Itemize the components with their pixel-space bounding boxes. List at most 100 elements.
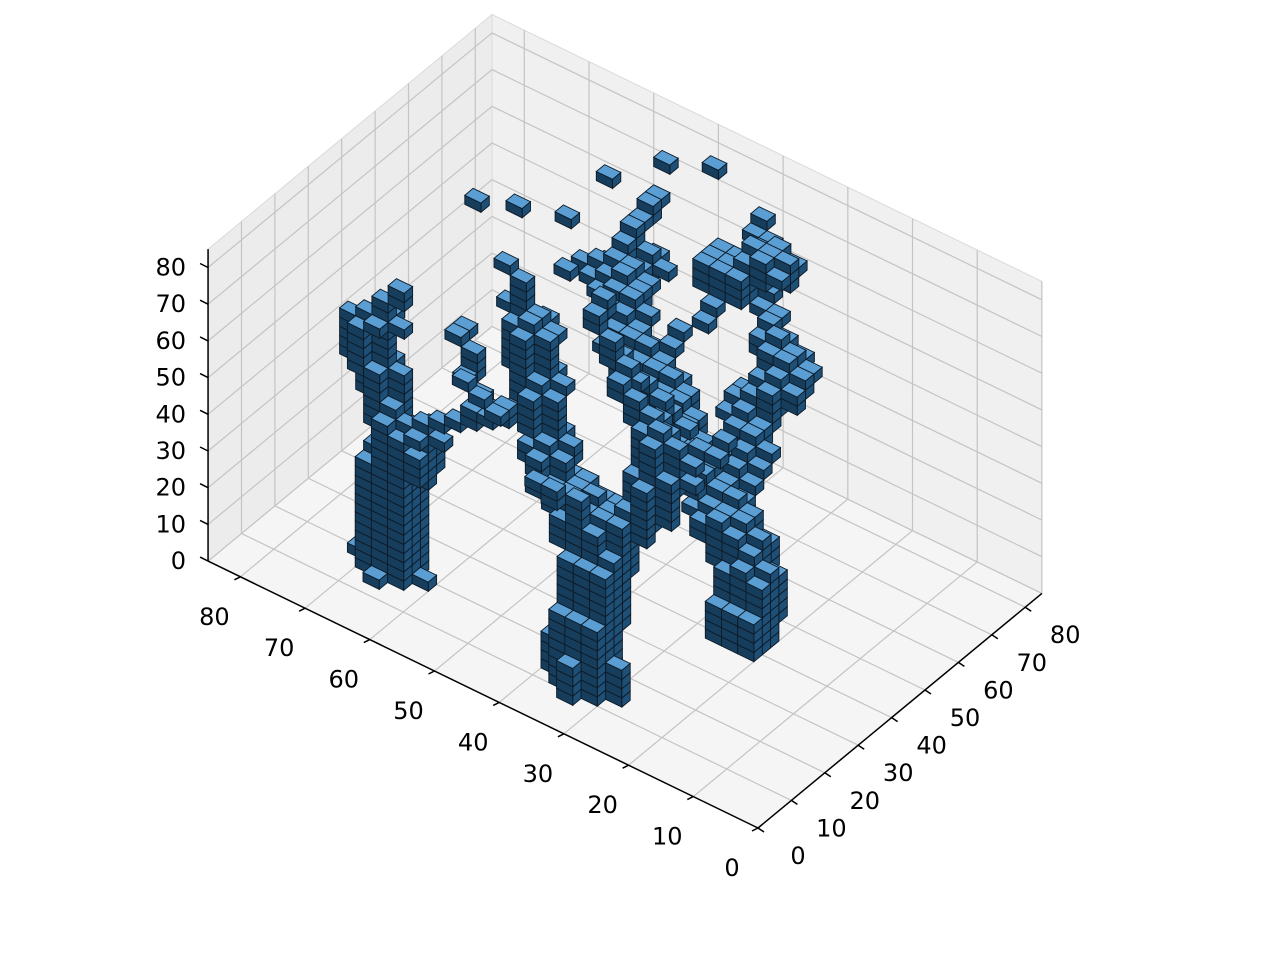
voxel-face [411,566,438,583]
voxel-face [736,609,764,626]
voxel-face [658,364,685,381]
voxel-face [606,370,633,386]
z-tick-label: 20 [156,474,187,502]
voxel-face [508,326,536,343]
voxel-face [701,155,728,171]
y-tick-label: 60 [983,676,1014,704]
voxel-face [704,508,732,524]
voxel-face [691,309,718,326]
y-tick-mark [1024,606,1032,612]
voxel-face [555,653,582,670]
voxel-face [532,431,560,448]
x-tick-mark [622,764,629,769]
gridline-z [207,68,1043,338]
voxel-face [721,525,748,542]
voxel-face [764,324,791,341]
x-tick-mark [363,638,371,644]
voxel-face [517,310,544,326]
voxel-face [745,575,772,592]
gridline-x [563,187,849,735]
voxel-face [595,164,622,180]
voxel-face [387,314,414,331]
voxel-face [463,187,491,204]
gridline-z [207,289,1043,558]
voxel-face [729,509,756,525]
voxel-face [721,485,748,501]
y-tick-mark [857,744,865,750]
voxel-face [541,387,568,404]
z-tick-mark [199,372,209,379]
voxel-face [755,380,782,397]
voxel-face [749,206,777,222]
voxel-face [646,418,673,435]
x-tick-mark [298,607,306,612]
voxel-face [483,401,510,418]
gridline-z [207,215,1043,484]
voxel-face [533,327,560,344]
voxel-face [729,558,756,575]
voxel-face [638,404,665,420]
y-tick-mark [991,634,999,640]
x-tick-label: 30 [523,760,554,788]
voxel-face [629,478,657,495]
voxel-face [605,514,632,531]
y-tick-mark [824,772,832,778]
z-tick-mark [199,483,209,489]
gridline-z [207,105,1043,374]
voxel-face [370,411,397,428]
x-tick-label: 50 [393,697,424,725]
voxel-face [634,332,661,349]
voxel-face [402,426,430,443]
gridline-y [240,221,792,801]
voxel-face [651,257,679,274]
z-tick-mark [199,409,209,415]
y-tick-mark [924,689,932,695]
voxel-face [780,381,807,398]
voxel-face [756,310,783,326]
voxel-face [611,230,638,247]
voxel-face [524,370,552,387]
voxel-face [580,522,608,539]
voxel-face [666,317,694,334]
voxel-face [588,564,615,581]
voxel-face [763,364,791,381]
z-tick-label: 60 [156,327,187,355]
voxel-face [451,367,478,384]
voxel-face [581,482,608,499]
z-tick-mark [199,299,209,305]
voxel-face [634,301,661,318]
voxel-face [614,353,641,370]
voxel-face [703,444,730,461]
z-tick-mark [199,556,209,562]
y-axis-line [757,592,1043,829]
voxel-face [524,447,551,464]
voxel-face [493,250,520,267]
gridline-z [207,142,1043,411]
y-tick-label: 0 [790,842,805,870]
voxel-face [636,191,663,208]
voxel-face [755,439,782,456]
gridline-x [692,250,978,798]
voxel-face [509,267,536,284]
gridline-z [207,32,1043,301]
voxel-face [765,266,792,283]
x-tick-label: 40 [458,728,489,756]
voxel-volume [338,149,824,709]
y-tick-mark [891,716,899,723]
voxel-face [580,617,607,634]
voxel-face [362,564,389,581]
z-tick-label: 10 [156,510,187,538]
gridline-x [628,218,914,766]
voxel-face [658,333,685,350]
voxel-face [362,313,389,330]
gridline-y [441,55,993,636]
voxel-face [678,452,706,469]
voxel-face [548,448,576,465]
voxel-face [662,435,689,452]
y-tick-label: 40 [916,732,947,760]
voxel-face [654,470,681,487]
voxel-face [467,384,494,401]
y-tick-label: 70 [1017,649,1048,677]
voxel-face [598,327,625,344]
